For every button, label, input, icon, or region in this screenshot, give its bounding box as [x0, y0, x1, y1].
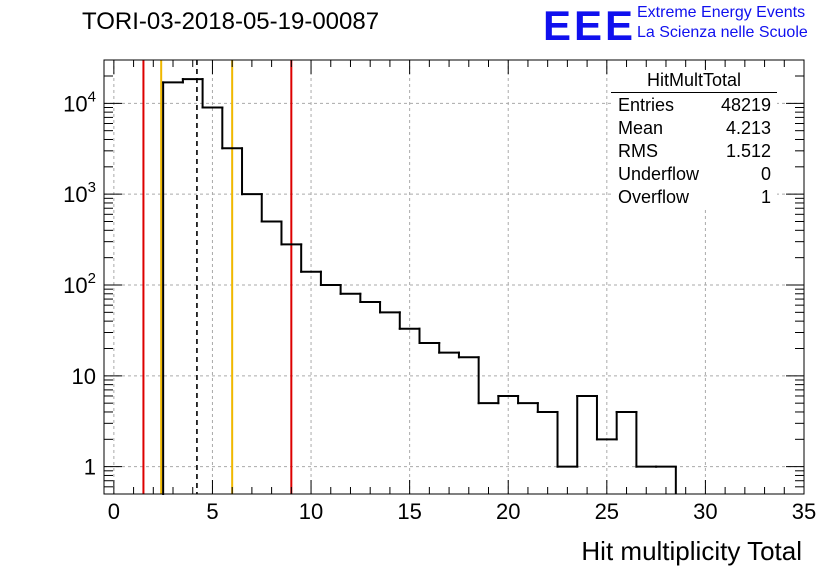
stats-row: RMS 1.512: [611, 140, 777, 163]
x-tick-label: 25: [595, 499, 619, 524]
x-axis-label: Hit multiplicity Total: [581, 536, 802, 566]
stats-title: HitMultTotal: [611, 70, 777, 93]
histogram-bins: [162, 78, 677, 495]
y-tick-label: 103: [63, 179, 96, 207]
stats-row: Overflow 1: [611, 186, 777, 209]
stats-value: 48219: [720, 95, 771, 115]
stats-label: Underflow: [618, 164, 700, 184]
stats-value: 1.512: [725, 141, 771, 161]
run-title: TORI-03-2018-05-19-00087: [82, 8, 380, 35]
eee-tagline-2: La Scienza nelle Scuole: [637, 24, 808, 41]
stats-box: HitMultTotal Entries 48219 Mean 4.213 RM…: [611, 70, 777, 209]
stats-row: Mean 4.213: [611, 117, 777, 140]
reference-lines: [142, 60, 293, 494]
stats-label: Entries: [618, 95, 675, 115]
stats-value: 4.213: [725, 118, 771, 138]
x-tick-label: 0: [108, 499, 120, 524]
stats-row: Underflow 0: [611, 163, 777, 186]
y-tick-label: 104: [63, 88, 96, 116]
x-tick-label: 20: [496, 499, 520, 524]
stats-label: Mean: [618, 118, 664, 138]
x-tick-label: 30: [693, 499, 717, 524]
x-tick-label: 15: [397, 499, 421, 524]
axis-ticks: [104, 59, 805, 495]
grid: [104, 60, 804, 494]
stats-row: Entries 48219: [611, 94, 777, 117]
x-tick-label: 5: [206, 499, 218, 524]
stats-label: RMS: [618, 141, 658, 161]
x-tick-label: 35: [792, 499, 816, 524]
x-tick-label: 10: [299, 499, 323, 524]
stats-value: 1: [760, 187, 771, 207]
y-tick-label: 102: [63, 270, 96, 298]
stats-value: 0: [760, 164, 771, 184]
eee-logo: EEE: [543, 2, 637, 49]
stats-label: Overflow: [618, 187, 690, 207]
plot-frame: [103, 59, 805, 495]
y-tick-label: 1: [84, 455, 96, 480]
y-tick-label: 10: [72, 364, 96, 389]
eee-tagline-1: Extreme Energy Events: [637, 4, 806, 21]
